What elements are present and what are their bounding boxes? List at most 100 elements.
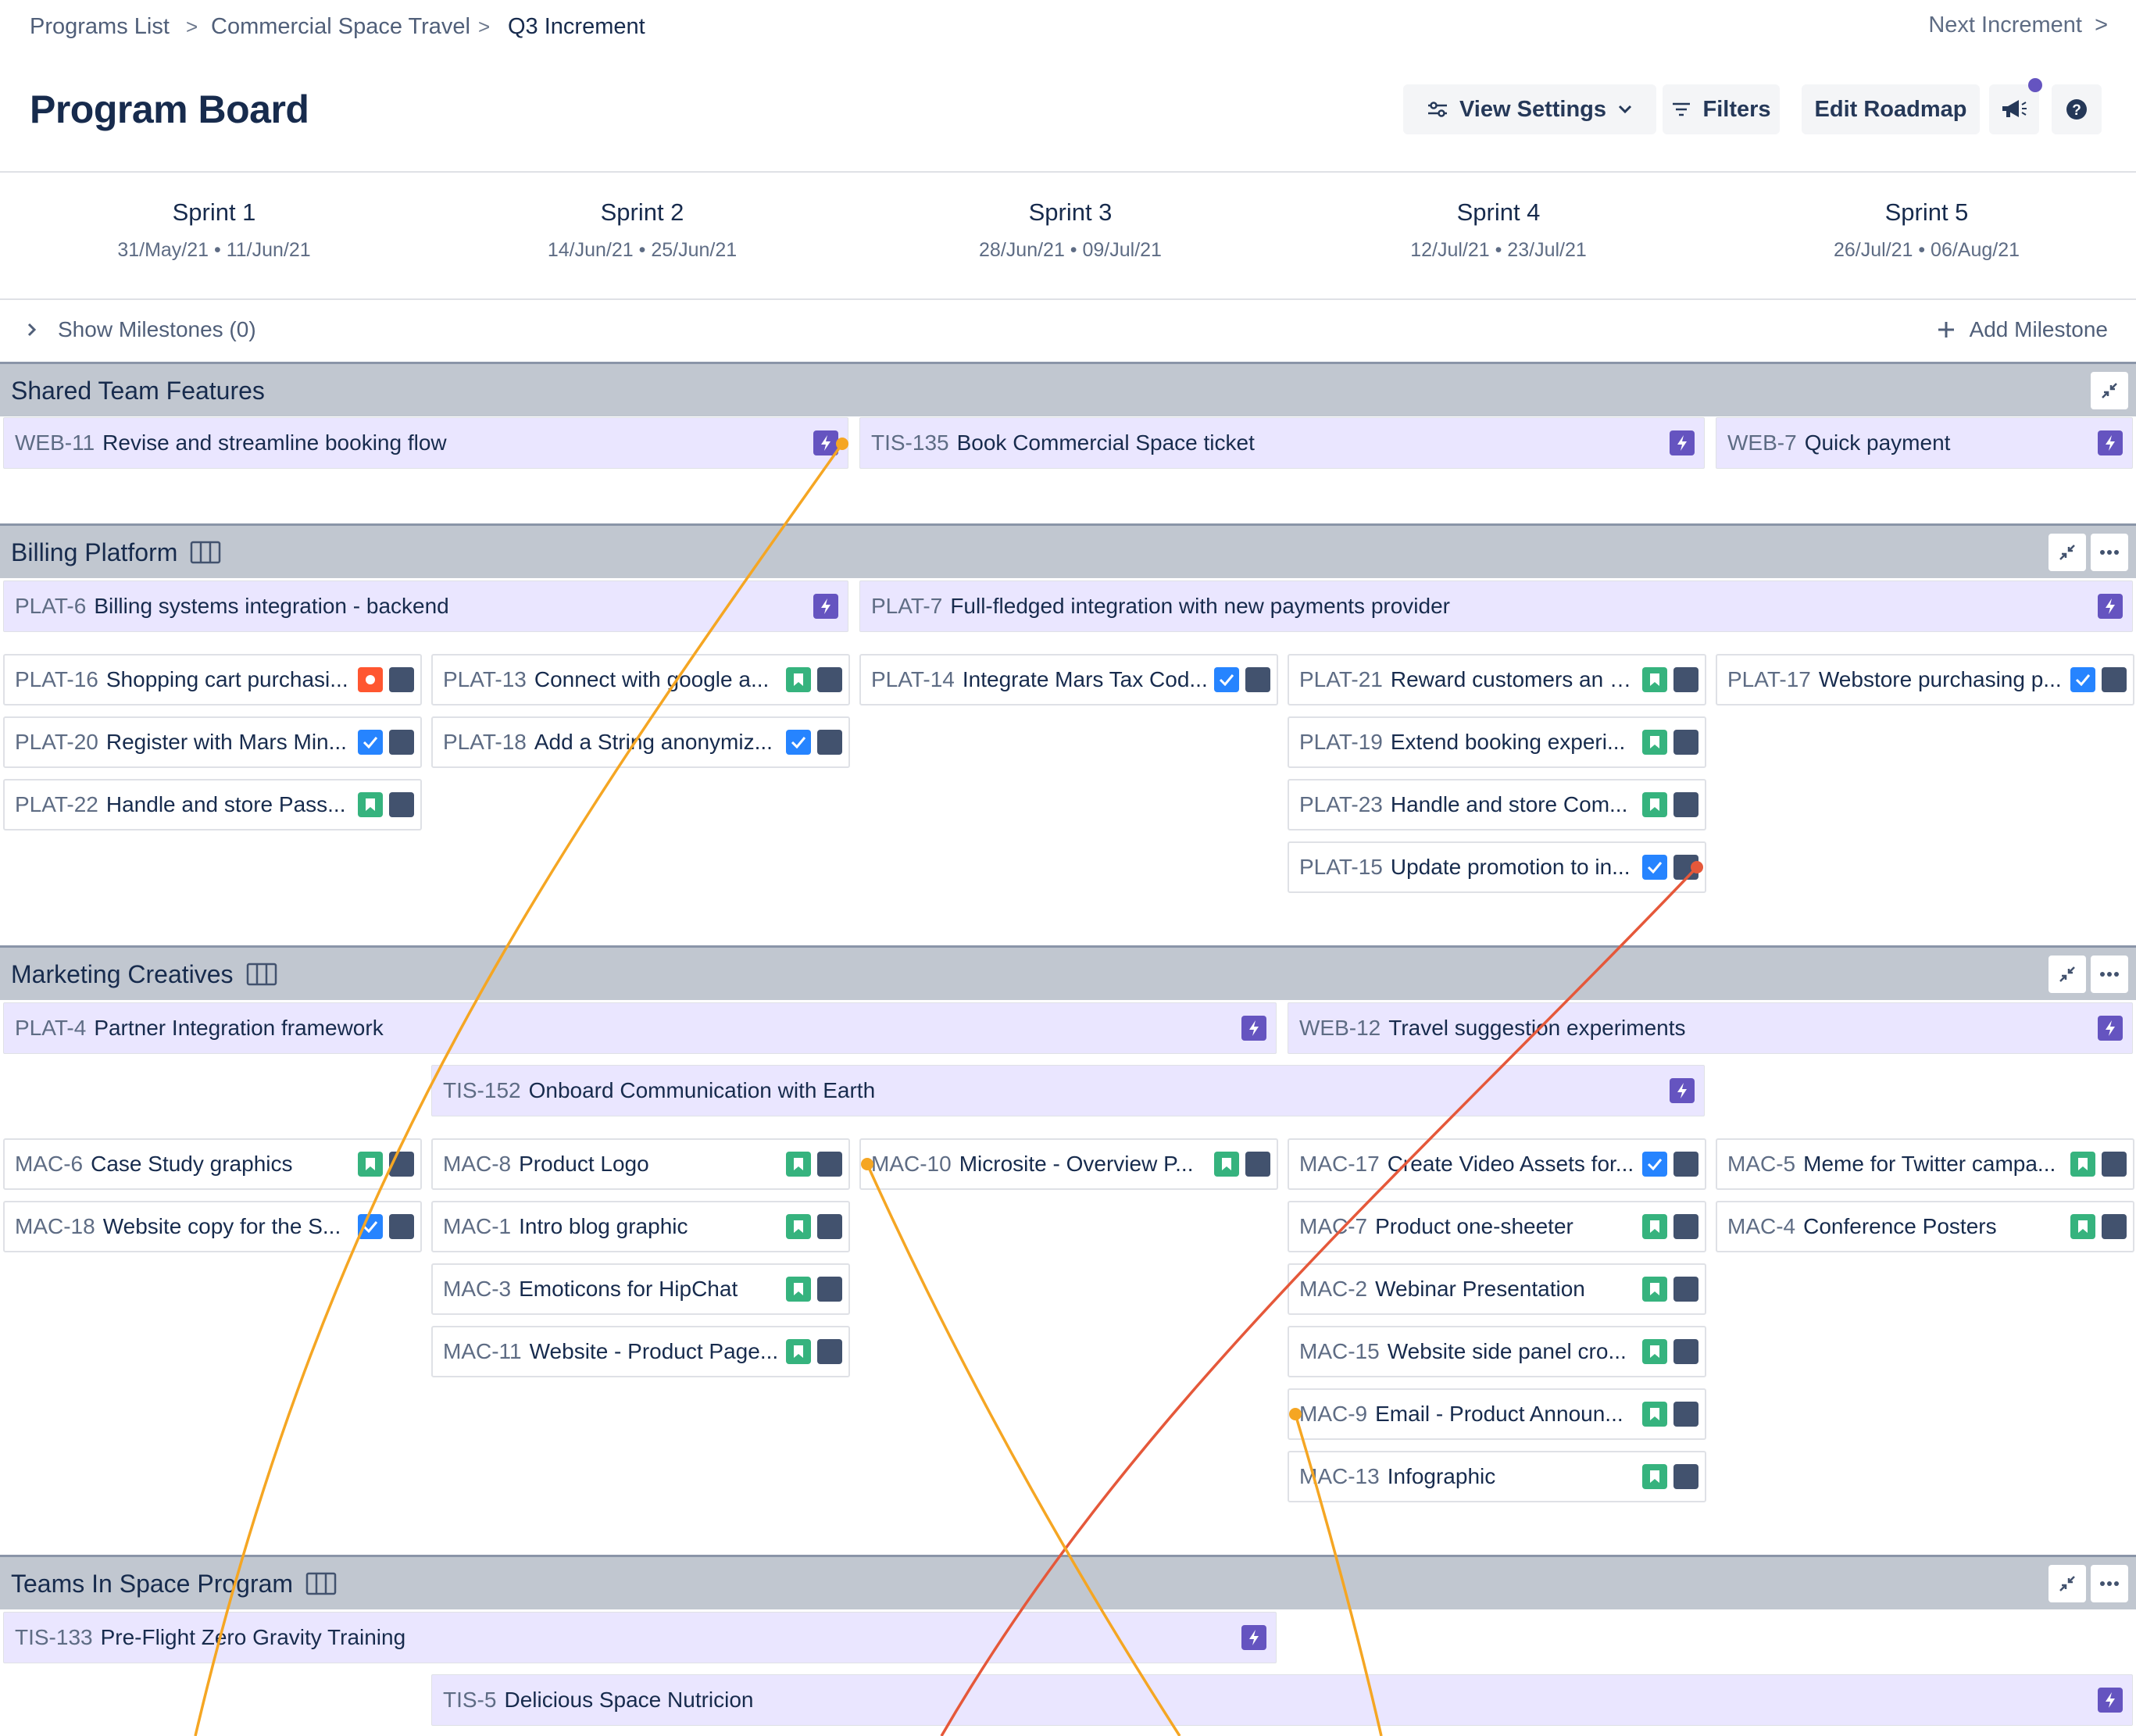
feature-card[interactable]: TIS-133 Pre-Flight Zero Gravity Training xyxy=(3,1612,1277,1663)
lightning-icon xyxy=(1670,430,1695,455)
team-avatar-icon xyxy=(2102,667,2127,692)
issue-key: PLAT-16 xyxy=(15,667,98,691)
issue-card[interactable]: PLAT-13 Connect with google a... xyxy=(431,654,850,705)
issue-card[interactable]: MAC-17 Create Video Assets for... xyxy=(1288,1138,1706,1190)
issue-card[interactable]: PLAT-15 Update promotion to in... xyxy=(1288,841,1706,893)
issue-card[interactable]: MAC-9 Email - Product Announ... xyxy=(1288,1388,1706,1440)
issue-title: Register with Mars Min... xyxy=(105,730,347,754)
issue-card[interactable]: MAC-11 Website - Product Page... xyxy=(431,1326,850,1377)
issue-card[interactable]: PLAT-21 Reward customers an e... xyxy=(1288,654,1706,705)
issue-title: Product Logo xyxy=(519,1152,649,1176)
issue-title: Update promotion to in... xyxy=(1390,855,1631,879)
issue-key: MAC-8 xyxy=(443,1152,512,1176)
collapse-button[interactable] xyxy=(2091,372,2128,409)
sprint-2-header: Sprint 2 14/Jun/21 • 25/Jun/21 xyxy=(428,197,856,263)
collapse-button[interactable] xyxy=(2048,956,2086,993)
issue-key: PLAT-20 xyxy=(15,730,98,754)
svg-text:?: ? xyxy=(2072,102,2081,119)
lightning-icon xyxy=(1241,1625,1266,1650)
board-icon[interactable] xyxy=(246,963,277,986)
issue-card[interactable]: PLAT-18 Add a String anonymiz... xyxy=(431,716,850,768)
more-button[interactable] xyxy=(2091,534,2128,571)
issue-card[interactable]: MAC-18 Website copy for the S... xyxy=(3,1201,422,1252)
team-avatar-icon xyxy=(1673,792,1698,817)
team-avatar-icon xyxy=(817,730,842,755)
team-avatar-icon xyxy=(1673,1464,1698,1489)
feature-card[interactable]: WEB-12 Travel suggestion experiments xyxy=(1288,1002,2133,1054)
issue-card[interactable]: MAC-10 Microsite - Overview P... xyxy=(859,1138,1278,1190)
edit-roadmap-button[interactable]: Edit Roadmap xyxy=(1802,84,1980,134)
feature-card[interactable]: PLAT-6 Billing systems integration - bac… xyxy=(3,580,848,632)
issue-card[interactable]: MAC-6 Case Study graphics xyxy=(3,1138,422,1190)
more-button[interactable] xyxy=(2091,956,2128,993)
collapse-button[interactable] xyxy=(2048,534,2086,571)
feature-card[interactable]: TIS-5 Delicious Space Nutricion xyxy=(431,1674,2133,1726)
view-settings-button[interactable]: View Settings xyxy=(1403,84,1656,134)
sprint-dates: 14/Jun/21 • 25/Jun/21 xyxy=(547,239,738,261)
feature-card[interactable]: PLAT-7 Full-fledged integration with new… xyxy=(859,580,2133,632)
breadcrumb-program[interactable]: Commercial Space Travel xyxy=(211,14,470,39)
announcements-button[interactable] xyxy=(1989,78,2042,134)
sprint-5-header: Sprint 5 26/Jul/21 • 06/Aug/21 xyxy=(1713,197,2136,263)
team-avatar-icon xyxy=(389,730,414,755)
breadcrumb-increment: Q3 Increment xyxy=(508,14,645,39)
more-button[interactable] xyxy=(2091,1565,2128,1602)
issue-card[interactable]: MAC-5 Meme for Twitter campa... xyxy=(1716,1138,2134,1190)
chevron-right-icon: > xyxy=(478,15,491,38)
issue-key: MAC-7 xyxy=(1299,1214,1368,1238)
issue-card[interactable]: MAC-15 Website side panel cro... xyxy=(1288,1326,1706,1377)
issue-card[interactable]: MAC-8 Product Logo xyxy=(431,1138,850,1190)
sprint-divider xyxy=(0,298,2136,300)
filters-button[interactable]: Filters xyxy=(1663,84,1780,134)
issue-card[interactable]: PLAT-14 Integrate Mars Tax Cod... xyxy=(859,654,1278,705)
issue-card[interactable]: PLAT-23 Handle and store Com... xyxy=(1288,779,1706,830)
issue-card[interactable]: PLAT-20 Register with Mars Min... xyxy=(3,716,422,768)
issue-card[interactable]: MAC-1 Intro blog graphic xyxy=(431,1201,850,1252)
board-icon[interactable] xyxy=(305,1572,337,1595)
next-increment-link[interactable]: Next Increment > xyxy=(1928,11,2108,39)
help-button[interactable]: ? xyxy=(2052,84,2102,134)
notification-dot xyxy=(2028,78,2042,92)
feature-card[interactable]: PLAT-4 Partner Integration framework xyxy=(3,1002,1277,1054)
sprint-name: Sprint 5 xyxy=(1884,198,1969,226)
story-icon xyxy=(1642,1277,1667,1302)
issue-card[interactable]: PLAT-22 Handle and store Pass... xyxy=(3,779,422,830)
filters-label: Filters xyxy=(1702,96,1771,122)
issue-key: MAC-15 xyxy=(1299,1339,1380,1363)
issue-key: MAC-10 xyxy=(871,1152,952,1176)
team-name-label: Teams In Space Program xyxy=(11,1570,294,1598)
board-icon[interactable] xyxy=(190,541,221,564)
feature-card[interactable]: WEB-11 Revise and streamline booking flo… xyxy=(3,417,848,469)
team-name: Billing Platform xyxy=(11,537,221,568)
issue-card[interactable]: PLAT-17 Webstore purchasing p... xyxy=(1716,654,2134,705)
issue-card[interactable]: MAC-7 Product one-sheeter xyxy=(1288,1201,1706,1252)
more-icon xyxy=(2100,972,2119,977)
feature-card[interactable]: TIS-152 Onboard Communication with Earth xyxy=(431,1065,1705,1116)
feature-card[interactable]: WEB-7 Quick payment xyxy=(1716,417,2133,469)
team-avatar-icon xyxy=(817,1152,842,1177)
add-milestone-button[interactable]: Add Milestone xyxy=(1937,316,2108,344)
feature-key: PLAT-4 xyxy=(15,1016,87,1040)
sprint-1-header: Sprint 1 31/May/21 • 11/Jun/21 xyxy=(0,197,428,263)
issue-card[interactable]: MAC-2 Webinar Presentation xyxy=(1288,1263,1706,1315)
edit-roadmap-label: Edit Roadmap xyxy=(1814,96,1967,122)
issue-card[interactable]: PLAT-19 Extend booking experi... xyxy=(1288,716,1706,768)
breadcrumb-programs-list[interactable]: Programs List xyxy=(30,14,170,39)
lightning-icon xyxy=(2098,594,2123,619)
team-name: Teams In Space Program xyxy=(11,1568,337,1599)
feature-title: Delicious Space Nutricion xyxy=(504,1688,754,1712)
team-avatar-icon xyxy=(1673,1214,1698,1239)
feature-key: WEB-12 xyxy=(1299,1016,1381,1040)
sprint-dates: 28/Jun/21 • 09/Jul/21 xyxy=(979,239,1162,261)
collapse-button[interactable] xyxy=(2048,1565,2086,1602)
issue-card[interactable]: MAC-4 Conference Posters xyxy=(1716,1201,2134,1252)
feature-card[interactable]: TIS-135 Book Commercial Space ticket xyxy=(859,417,1705,469)
show-milestones-toggle[interactable]: Show Milestones (0) xyxy=(27,316,256,344)
issue-title: Website copy for the S... xyxy=(102,1214,341,1238)
team-avatar-icon xyxy=(817,1214,842,1239)
megaphone-icon xyxy=(2002,100,2027,117)
issue-card[interactable]: MAC-13 Infographic xyxy=(1288,1451,1706,1502)
team-avatar-icon xyxy=(2102,1152,2127,1177)
issue-card[interactable]: MAC-3 Emoticons for HipChat xyxy=(431,1263,850,1315)
issue-card[interactable]: PLAT-16 Shopping cart purchasi... xyxy=(3,654,422,705)
